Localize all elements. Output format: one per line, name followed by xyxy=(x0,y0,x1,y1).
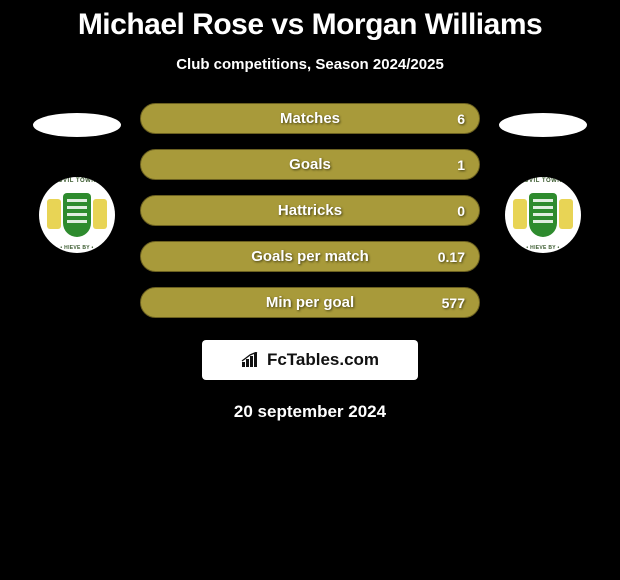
crest-top-text: OVIL TOWN xyxy=(505,178,581,184)
stat-bar-hattricks: Hattricks 0 xyxy=(140,195,480,226)
crest-lion-left-icon xyxy=(47,199,61,229)
crest-bottom-text: • HIEVE BY • xyxy=(505,245,581,251)
crest-top-text: OVIL TOWN xyxy=(39,178,115,184)
bar-chart-icon xyxy=(241,352,261,368)
player-left-col: OVIL TOWN • HIEVE BY • xyxy=(32,103,122,253)
stat-bar-matches: Matches 6 xyxy=(140,103,480,134)
stat-bar-goals-per-match: Goals per match 0.17 xyxy=(140,241,480,272)
crest-shield-icon xyxy=(63,193,91,237)
stats-bars: Matches 6 Goals 1 Hattricks 0 Goals per … xyxy=(140,103,480,318)
stat-bar-goals: Goals 1 xyxy=(140,149,480,180)
stat-bar-min-per-goal: Min per goal 577 xyxy=(140,287,480,318)
stat-label: Goals xyxy=(141,156,479,173)
stat-label: Hattricks xyxy=(141,202,479,219)
crest-shield-icon xyxy=(529,193,557,237)
crest-bottom-text: • HIEVE BY • xyxy=(39,245,115,251)
comparison-row: OVIL TOWN • HIEVE BY • Matches 6 xyxy=(0,103,620,318)
stat-value: 1 xyxy=(457,157,465,173)
stat-value: 0.17 xyxy=(438,249,465,265)
crest-badge-icon: OVIL TOWN • HIEVE BY • xyxy=(39,177,115,253)
club-crest-left: OVIL TOWN • HIEVE BY • xyxy=(39,177,115,253)
footer-date: 20 september 2024 xyxy=(0,402,620,422)
page-subtitle: Club competitions, Season 2024/2025 xyxy=(0,56,620,73)
brand-badge[interactable]: FcTables.com xyxy=(202,340,418,380)
crest-lion-right-icon xyxy=(559,199,573,229)
player-left-ellipse xyxy=(33,113,121,137)
stat-label: Min per goal xyxy=(141,294,479,311)
stat-label: Matches xyxy=(141,110,479,127)
crest-lion-right-icon xyxy=(93,199,107,229)
stat-label: Goals per match xyxy=(141,248,479,265)
stat-value: 0 xyxy=(457,203,465,219)
crest-badge-icon: OVIL TOWN • HIEVE BY • xyxy=(505,177,581,253)
club-crest-right: OVIL TOWN • HIEVE BY • xyxy=(505,177,581,253)
brand-name: FcTables.com xyxy=(267,350,379,370)
header: Michael Rose vs Morgan Williams Club com… xyxy=(0,0,620,73)
stat-value: 6 xyxy=(457,111,465,127)
crest-lion-left-icon xyxy=(513,199,527,229)
player-right-col: OVIL TOWN • HIEVE BY • xyxy=(498,103,588,253)
player-right-ellipse xyxy=(499,113,587,137)
stat-value: 577 xyxy=(442,295,465,311)
page-title: Michael Rose vs Morgan Williams xyxy=(0,8,620,42)
